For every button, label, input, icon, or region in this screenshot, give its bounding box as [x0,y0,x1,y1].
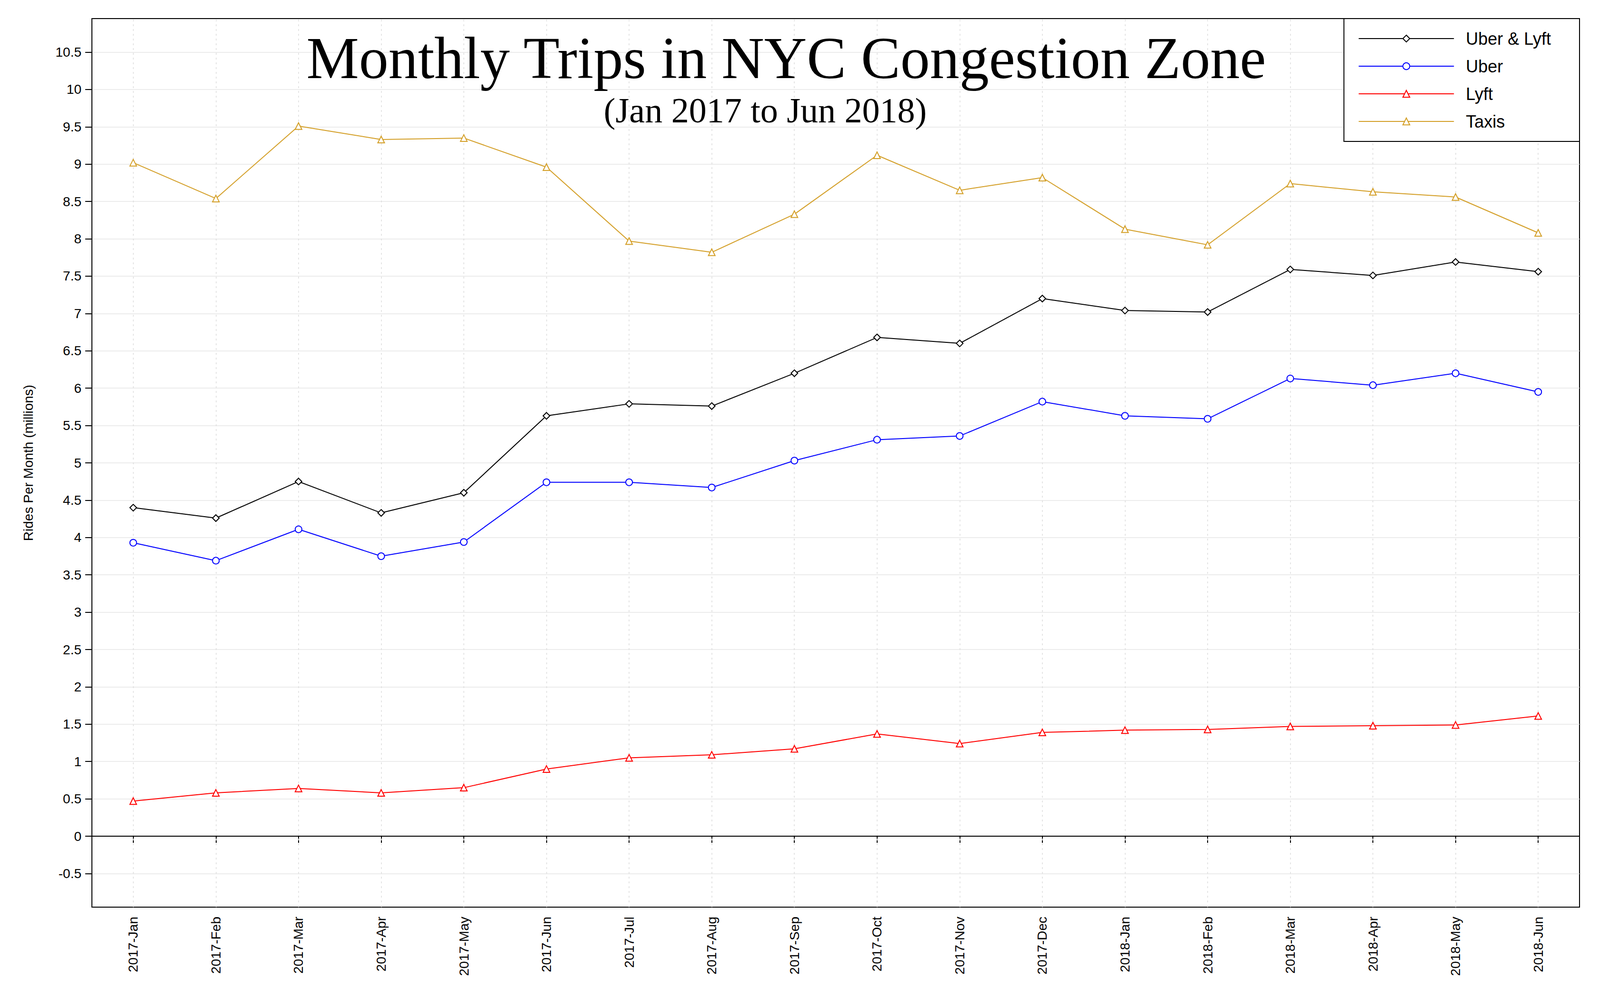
svg-text:2017-Apr: 2017-Apr [373,916,389,972]
svg-text:2018-Mar: 2018-Mar [1282,916,1298,974]
svg-text:0: 0 [73,829,82,844]
svg-text:5: 5 [73,455,82,471]
svg-text:Monthly Trips in NYC Congestio: Monthly Trips in NYC Congestion Zone [306,25,1266,91]
svg-text:7: 7 [73,306,82,321]
svg-text:8.5: 8.5 [62,194,82,210]
svg-text:2017-Jun: 2017-Jun [539,916,554,973]
svg-text:4: 4 [73,530,82,545]
svg-text:7.5: 7.5 [62,268,82,284]
svg-text:2018-Jun: 2018-Jun [1530,916,1546,973]
svg-text:2017-May: 2017-May [456,916,472,977]
svg-text:Taxis: Taxis [1465,111,1505,132]
svg-text:10.5: 10.5 [55,44,82,60]
svg-text:2.5: 2.5 [62,642,82,658]
svg-text:(Jan 2017 to Jun 2018): (Jan 2017 to Jun 2018) [603,90,927,130]
svg-text:0.5: 0.5 [62,791,82,807]
svg-text:2017-Nov: 2017-Nov [952,916,968,975]
svg-text:6: 6 [73,380,82,396]
svg-text:2017-Feb: 2017-Feb [208,916,224,974]
svg-text:1: 1 [73,754,82,770]
svg-text:4.5: 4.5 [62,492,82,508]
svg-text:-0.5: -0.5 [58,866,82,881]
svg-text:3.5: 3.5 [62,567,82,583]
svg-text:10: 10 [66,81,82,97]
svg-text:2017-Sep: 2017-Sep [787,916,802,975]
svg-text:1.5: 1.5 [62,716,82,732]
svg-text:5.5: 5.5 [62,418,82,433]
svg-text:Uber & Lyft: Uber & Lyft [1465,29,1551,49]
svg-text:Lyft: Lyft [1465,84,1493,104]
svg-text:2017-Jan: 2017-Jan [125,916,141,973]
svg-text:9: 9 [73,156,82,172]
svg-text:6.5: 6.5 [62,343,82,359]
svg-text:Uber: Uber [1465,56,1503,77]
svg-text:2017-Aug: 2017-Aug [704,916,720,975]
svg-text:2017-Jul: 2017-Jul [621,916,637,968]
svg-text:2017-Mar: 2017-Mar [290,916,306,974]
svg-text:2018-Apr: 2018-Apr [1365,916,1381,972]
svg-text:2018-Feb: 2018-Feb [1200,916,1216,974]
svg-text:2018-May: 2018-May [1448,916,1463,977]
svg-text:2018-Jan: 2018-Jan [1117,916,1133,973]
svg-text:3: 3 [73,604,82,620]
svg-text:8: 8 [73,231,82,247]
svg-text:2017-Oct: 2017-Oct [869,916,885,972]
svg-text:9.5: 9.5 [62,119,82,135]
svg-text:2: 2 [73,679,82,695]
svg-text:2017-Dec: 2017-Dec [1034,916,1050,975]
svg-text:Rides Per Month (millions): Rides Per Month (millions) [20,384,36,541]
